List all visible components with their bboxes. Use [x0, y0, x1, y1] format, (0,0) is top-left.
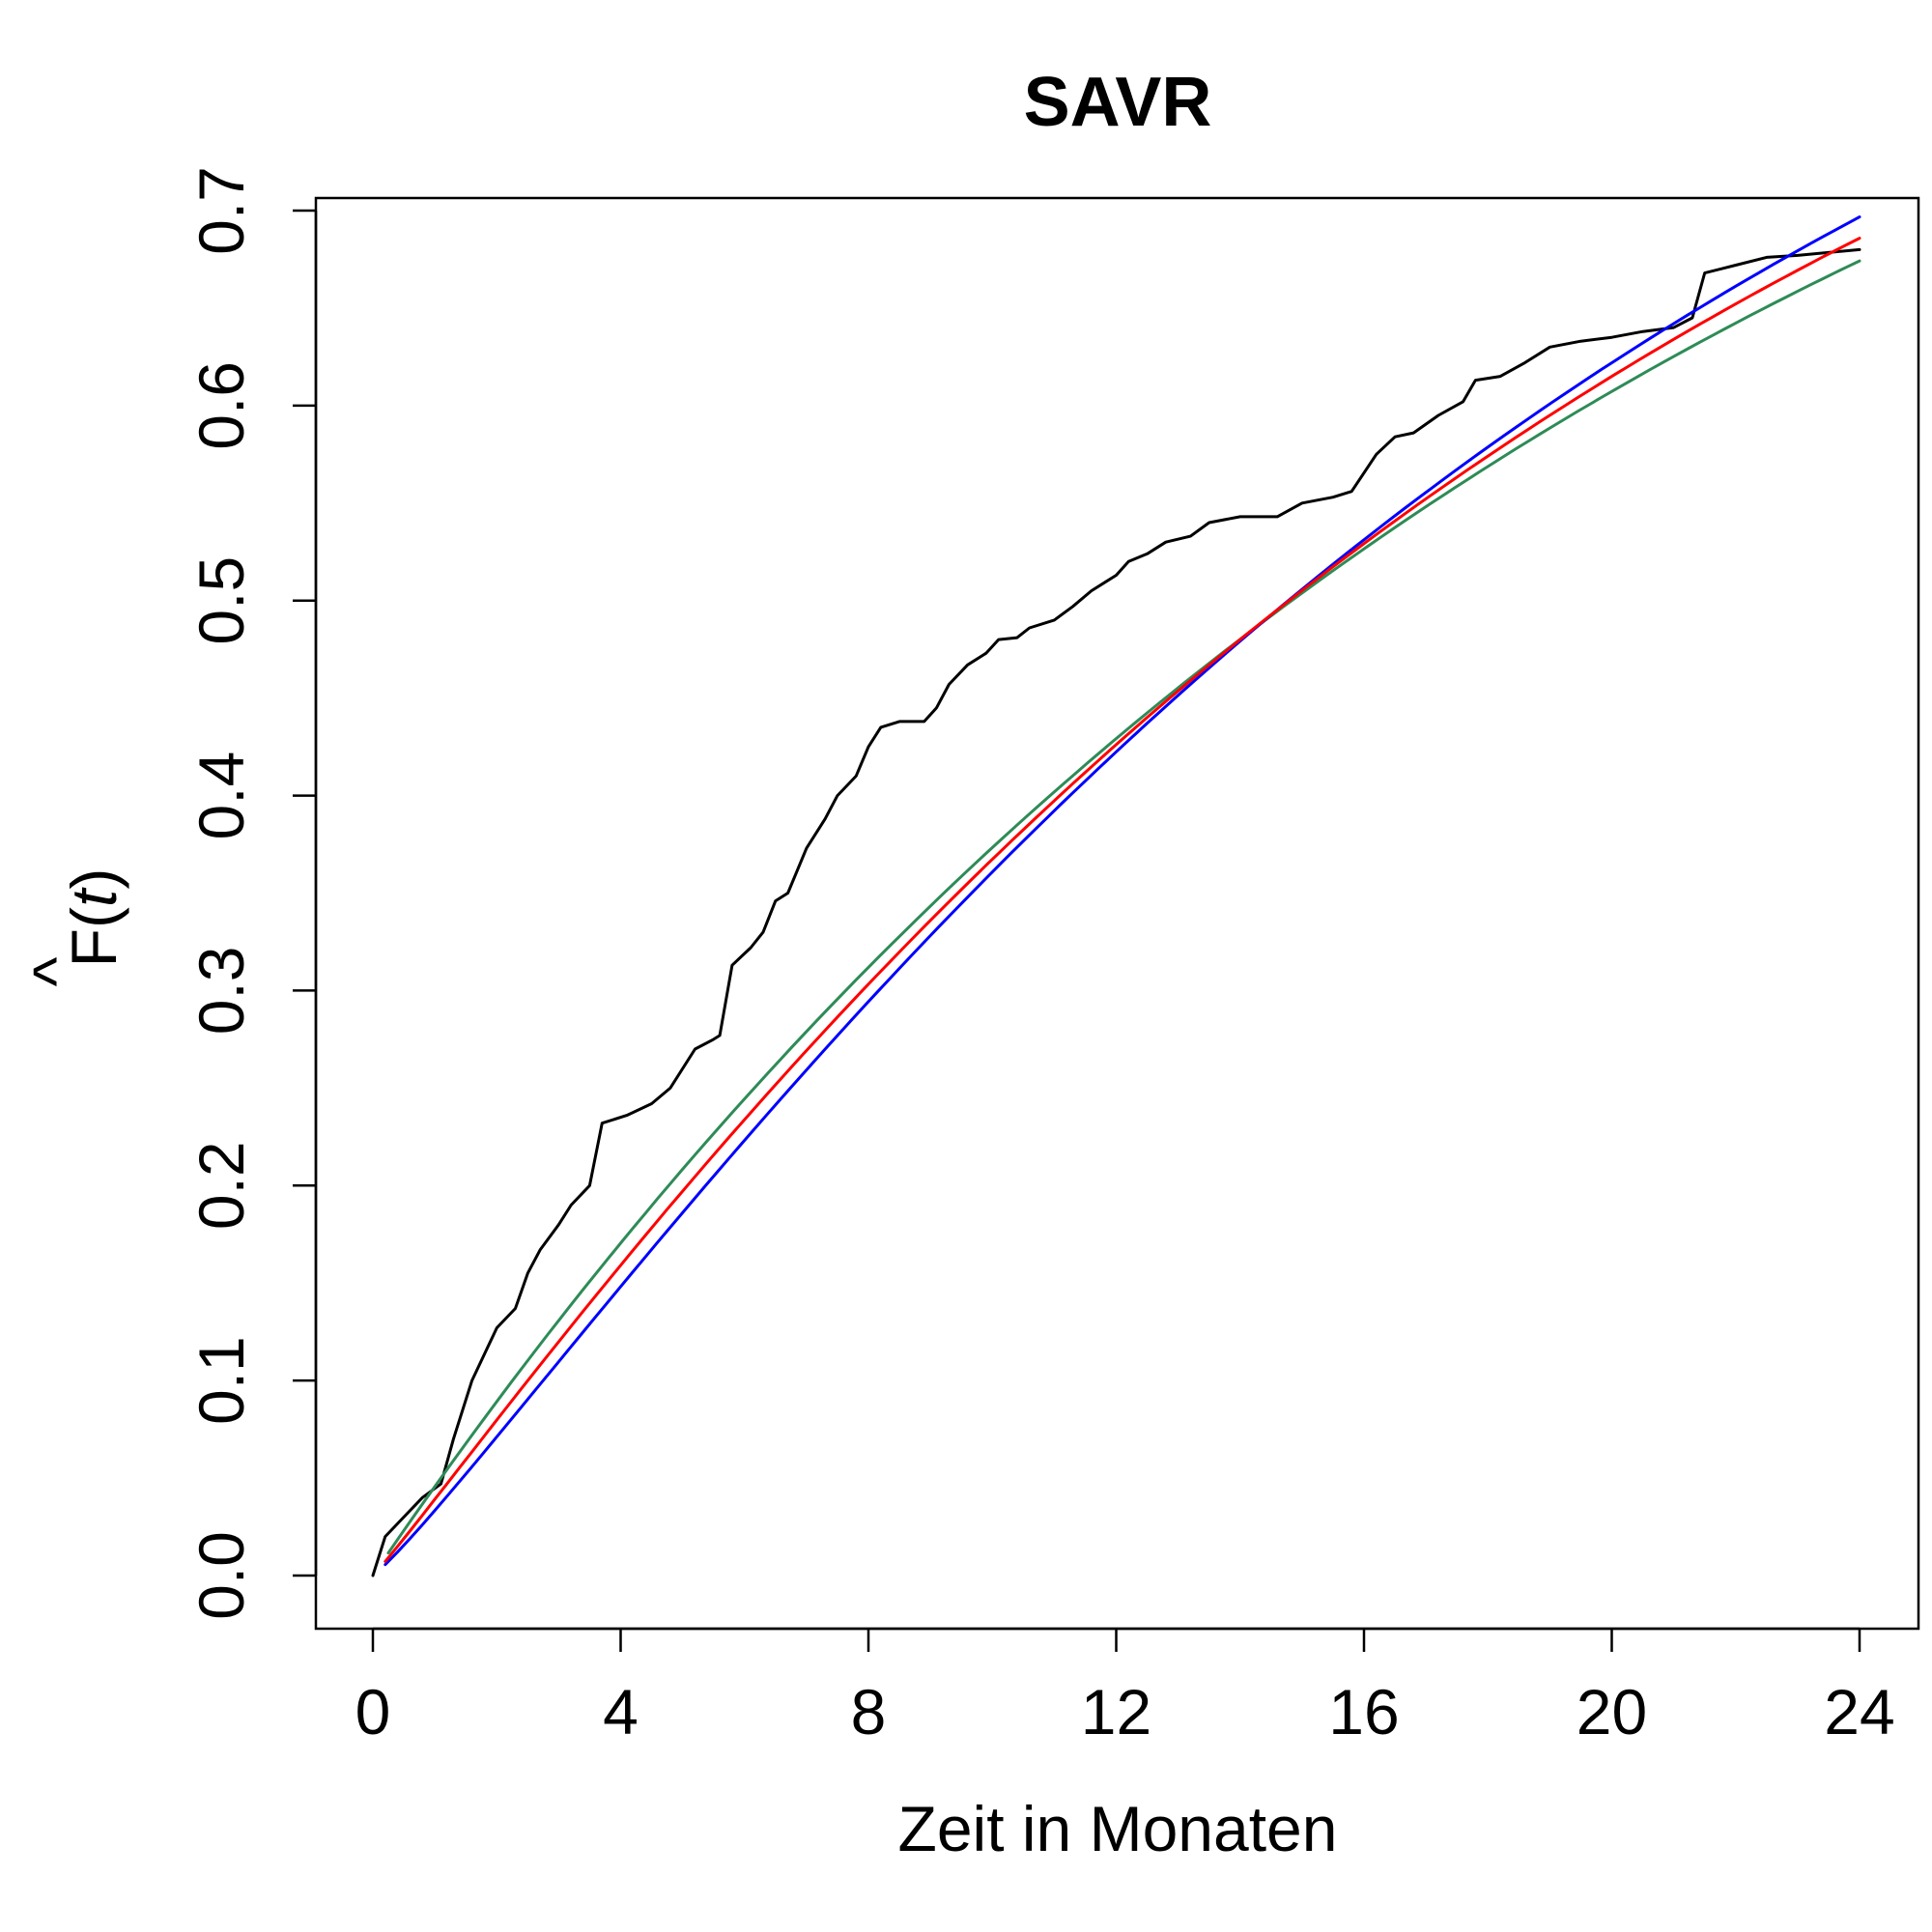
y-tick-label: 0.0: [185, 1531, 257, 1620]
series-line-empirical: [371, 247, 1861, 1577]
series-layer: [371, 215, 1861, 1577]
x-tick-label: 16: [1328, 1676, 1399, 1747]
y-axis-label-hat: ^: [19, 956, 91, 986]
y-axis-label-main: F: [58, 928, 129, 967]
x-tick-label: 8: [851, 1676, 887, 1747]
chart-title: SAVR: [1024, 64, 1212, 141]
svg-text:F(t): F(t): [58, 868, 129, 968]
x-tick-label: 12: [1081, 1676, 1151, 1747]
y-tick-label: 0.5: [185, 556, 257, 645]
y-tick-label: 0.7: [185, 166, 257, 255]
y-axis-label-open: (: [58, 907, 129, 928]
x-tick-label: 20: [1577, 1676, 1647, 1747]
y-axis-label-close: ): [58, 868, 129, 890]
y-tick-label: 0.6: [185, 361, 257, 450]
x-tick-label: 24: [1824, 1676, 1894, 1747]
plot-area-frame: [314, 196, 1920, 1631]
y-tick-label: 0.1: [185, 1336, 257, 1425]
series-line-fit-2: [384, 215, 1861, 1567]
y-tick-label: 0.4: [185, 752, 257, 840]
x-axis: 0 4 8 12 16 20 24: [355, 1627, 1895, 1747]
x-tick-label: 0: [355, 1676, 391, 1747]
series-line-fit-1: [386, 259, 1861, 1555]
x-axis-label: Zeit in Monaten: [898, 1793, 1338, 1864]
y-axis-label-var: t: [58, 887, 129, 907]
series-line-fit-3: [384, 237, 1861, 1563]
y-axis-label: F(t) ^: [19, 868, 129, 987]
x-tick-label: 4: [603, 1676, 639, 1747]
y-tick-label: 0.3: [185, 947, 257, 1036]
y-axis: 0.0 0.1 0.2 0.3 0.4 0.5 0.6 0.7: [185, 166, 318, 1620]
y-tick-label: 0.2: [185, 1141, 257, 1230]
